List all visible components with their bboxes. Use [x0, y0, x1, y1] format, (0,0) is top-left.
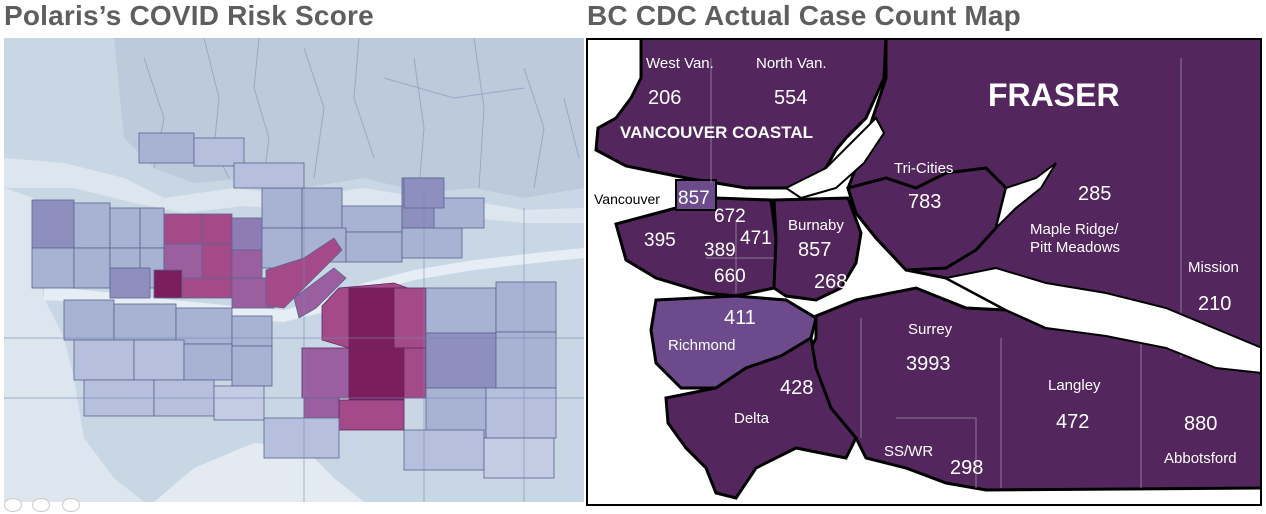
area-count-mission: 210: [1198, 293, 1231, 315]
area-count-van-c: 389: [704, 240, 736, 261]
fraser-river-water: [943, 266, 1262, 375]
fraser-river: [44, 248, 584, 322]
area-name-surrey: Surrey: [908, 321, 953, 338]
fullscreen-icon[interactable]: [32, 498, 50, 512]
map-frame: [586, 38, 1262, 506]
area-count-tri-cities: 783: [908, 191, 941, 213]
area-name-tri-cities: Tri-Cities: [894, 160, 953, 177]
terrain-lines: [143, 38, 580, 189]
area-count-richmond: 411: [724, 307, 756, 329]
area-count-delta: 428: [780, 377, 813, 399]
area-name-ss-wr: SS/WR: [884, 443, 933, 460]
case-count-map[interactable]: VANCOUVER COASTAL FRASER West Van. 206 N…: [586, 38, 1262, 508]
region-burnaby: [772, 196, 863, 302]
area-name-burnaby: Burnaby: [788, 217, 844, 234]
richmond-tiles: [63, 299, 273, 421]
area-count-maple-ridge: 285: [1078, 183, 1111, 205]
region-north-shore: [594, 38, 888, 190]
region-delta: [664, 335, 858, 500]
area-name-north-van: North Van.: [756, 55, 827, 72]
area-name-vancouver: Vancouver: [594, 191, 660, 207]
area-count-abbotsford: 880: [1184, 413, 1217, 435]
vancouver-tiles: [31, 199, 275, 309]
right-map-title: BC CDC Actual Case Count Map: [587, 0, 1021, 31]
pitt-river-water: [994, 162, 1057, 232]
region-label-fraser: FRASER: [988, 77, 1120, 113]
area-name-mission: Mission: [1188, 259, 1239, 276]
left-map-title: Polaris’s COVID Risk Score: [4, 0, 374, 31]
area-name-maple-ridge: Maple Ridge/: [1030, 221, 1119, 238]
area-count-van-d: 471: [740, 228, 772, 249]
vancouver-highlight: [675, 179, 717, 211]
area-count-van-e: 660: [714, 266, 746, 287]
area-name-west-van: West Van.: [646, 55, 714, 72]
risk-score-map[interactable]: [4, 38, 584, 502]
area-name-langley: Langley: [1048, 377, 1101, 394]
area-count-surrey: 3993: [906, 353, 951, 375]
north-shore-tiles: [138, 132, 445, 209]
area-name-abbotsford: Abbotsford: [1164, 450, 1237, 467]
area-count-langley: 472: [1056, 411, 1089, 433]
zoom-icon[interactable]: [4, 498, 22, 512]
area-count-north-van: 554: [774, 87, 807, 109]
area-name-richmond: Richmond: [668, 337, 736, 354]
internal-boundaries: [706, 58, 1182, 488]
area-count-van-a: 672: [714, 206, 746, 227]
strait-of-georgia: [4, 188, 144, 502]
area-count-vancouver: 857: [678, 188, 710, 209]
area-count-new-west: 268: [814, 271, 847, 293]
region-label-coastal: VANCOUVER COASTAL: [620, 123, 813, 142]
area-count-west-van: 206: [648, 87, 681, 109]
langley-tiles: [263, 281, 557, 479]
harbour-water: [784, 116, 886, 200]
road-lines: [4, 188, 584, 502]
area-count-burnaby: 857: [798, 239, 831, 261]
area-name-pitt-meadows: Pitt Meadows: [1030, 239, 1120, 256]
area-count-van-b: 395: [644, 230, 676, 251]
area-name-delta: Delta: [734, 410, 770, 427]
north-shore-land: [114, 38, 584, 198]
area-count-ss-wr: 298: [950, 457, 983, 479]
more-options-icon[interactable]: [62, 498, 80, 512]
